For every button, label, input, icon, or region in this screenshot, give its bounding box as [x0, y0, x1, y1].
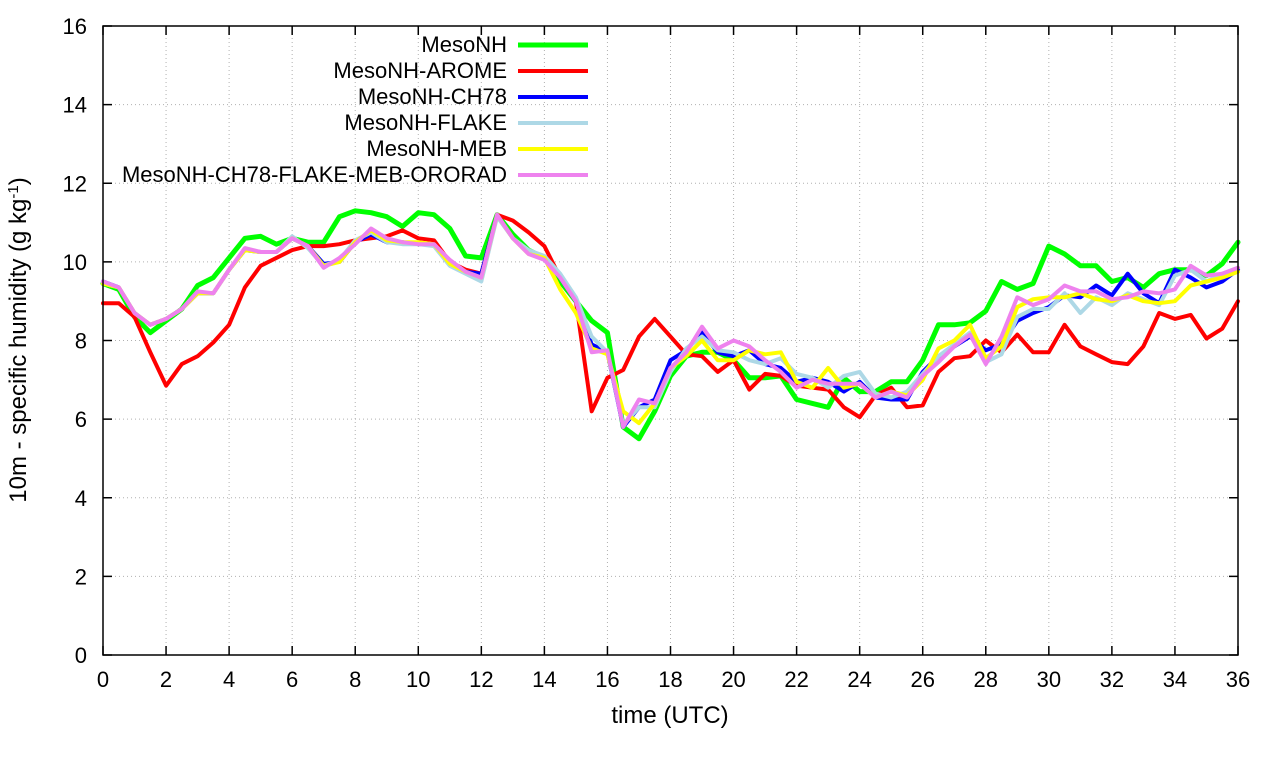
legend-label-0: MesoNH [421, 32, 507, 57]
x-tick-label: 12 [469, 667, 493, 692]
x-tick-label: 0 [97, 667, 109, 692]
axis-ticks [102, 25, 1239, 656]
x-tick-label: 24 [847, 667, 871, 692]
legend-label-3: MesoNH-FLAKE [344, 110, 507, 135]
x-tick-label: 28 [974, 667, 998, 692]
y-tick-label: 8 [75, 329, 87, 354]
x-tick-label: 18 [658, 667, 682, 692]
y-tick-label: 4 [75, 486, 87, 511]
grid [103, 26, 1238, 655]
legend-label-2: MesoNH-CH78 [358, 84, 507, 109]
y-axis-title-end: ) [5, 177, 32, 185]
x-tick-label: 32 [1100, 667, 1124, 692]
x-axis-title: time (UTC) [611, 702, 728, 729]
x-tick-label: 26 [910, 667, 934, 692]
x-tick-label: 30 [1037, 667, 1061, 692]
series-line-5 [101, 212, 1240, 429]
legend-label-1: MesoNH-AROME [333, 58, 507, 83]
y-tick-label: 0 [75, 643, 87, 668]
x-tick-label: 4 [223, 667, 235, 692]
y-axis-title: 10m - specific humidity (g kg-1) [5, 177, 33, 502]
series-line-0 [100, 208, 1241, 442]
x-tick-labels: 0 2 4 6 8 10 12 14 16 18 20 22 24 26 28 30 32 34 36 [97, 667, 1250, 692]
series-line-1 [101, 212, 1240, 420]
y-axis-title-main: 10m - specific humidity (g kg [5, 199, 32, 503]
y-tick-label: 16 [63, 14, 87, 39]
legend: MesoNHMesoNH-AROMEMesoNH-CH78MesoNH-FLAK… [122, 32, 588, 187]
y-tick-label: 12 [63, 171, 87, 196]
x-tick-label: 34 [1163, 667, 1187, 692]
series-line-3 [101, 214, 1240, 427]
x-tick-label: 16 [595, 667, 619, 692]
x-tick-label: 22 [784, 667, 808, 692]
y-tick-label: 10 [63, 250, 87, 275]
x-tick-label: 14 [532, 667, 556, 692]
y-tick-labels: 0 2 4 6 8 10 12 14 16 [63, 14, 87, 668]
x-tick-label: 20 [721, 667, 745, 692]
x-tick-label: 8 [349, 667, 361, 692]
x-tick-label: 2 [160, 667, 172, 692]
legend-label-5: MesoNH-CH78-FLAKE-MEB-ORORAD [122, 162, 507, 187]
y-tick-label: 2 [75, 564, 87, 589]
y-tick-label: 6 [75, 407, 87, 432]
legend-label-4: MesoNH-MEB [366, 136, 507, 161]
x-tick-label: 36 [1226, 667, 1250, 692]
y-tick-label: 14 [63, 93, 87, 118]
y-axis-title-superscript: -1 [5, 185, 22, 198]
x-tick-label: 6 [286, 667, 298, 692]
series-lines [100, 208, 1241, 442]
x-tick-label: 10 [406, 667, 430, 692]
